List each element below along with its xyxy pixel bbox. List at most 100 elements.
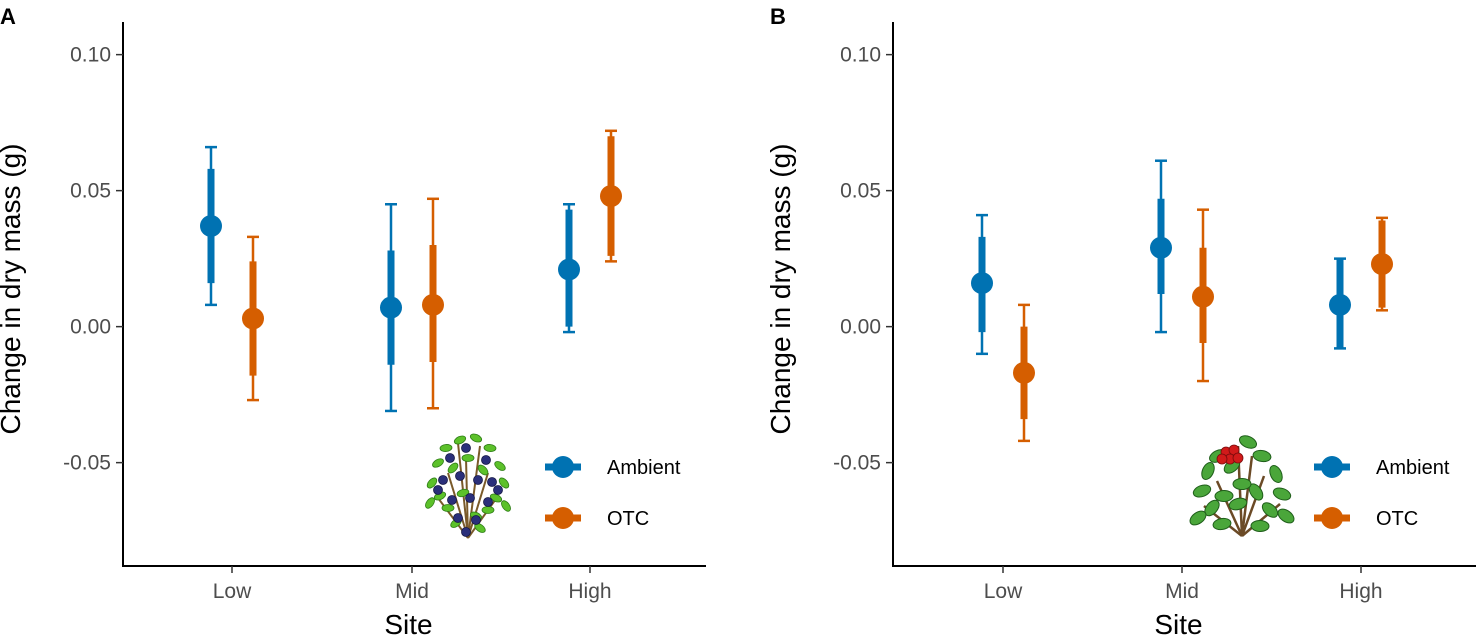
leaf [425,497,435,509]
y-axis-title: Change in dry mass (g) [765,143,796,434]
leaf [1192,484,1212,498]
leaf [1214,489,1234,503]
y-tick-label: -0.05 [63,452,111,475]
blueberry-plant-illustration [425,433,511,539]
berry [455,471,465,481]
x-tick-label: High [568,580,611,603]
y-tick-label: 0.05 [840,180,881,203]
leaf [441,504,455,512]
panel-a: A -0.05 0.00 0.05 0.10 Low Mid High Site Change i… [0,4,706,637]
plant-stem [467,472,489,539]
berry [453,513,463,523]
y-tick-label: 0.05 [70,180,111,203]
leaf [477,464,489,476]
leaf [1250,519,1270,533]
plant-stem [1240,455,1254,537]
panel-letter: A [0,4,16,29]
leaf [1189,510,1207,526]
berry [465,493,475,503]
leaf [453,435,467,445]
legend-key-point [1321,507,1343,529]
series-ambient [200,145,580,413]
leaf [481,506,495,514]
lingonberry-plant-illustration [1189,435,1295,537]
x-tick-label: Mid [1165,580,1199,603]
x-axis-title: Site [1154,609,1202,637]
legend: Ambient OTC [1314,456,1450,530]
panel-letter: B [770,4,786,29]
berry [483,497,493,507]
berry [447,495,457,505]
plant-stem [1240,475,1266,537]
plant-stem [447,472,469,539]
berry [481,455,491,465]
berry [438,475,448,485]
plant-stem [1215,480,1244,537]
leaf [1238,435,1258,449]
leaf [439,444,453,452]
legend-key-point [1321,456,1343,478]
data-point-mean [600,185,622,208]
data-point-mean [1192,285,1214,308]
data-point-mean [558,258,580,281]
plant-stem [467,445,481,539]
leaf [1269,464,1283,484]
data-point-mean [422,293,444,316]
x-tick-label: Low [213,580,252,603]
series-otc [242,129,622,410]
y-tick-label: 0.10 [840,44,881,67]
leaf [483,444,497,452]
berry [471,515,481,525]
data-point-mean [380,296,402,319]
x-tick-label: High [1339,580,1382,603]
berry [445,453,455,463]
leaf [1212,517,1232,531]
leaf [1252,449,1272,463]
y-tick-label: 0.00 [840,316,881,339]
berry [473,475,483,485]
y-tick-label: -0.05 [833,452,881,475]
leaf [1201,461,1215,481]
y-tick-label: 0.00 [70,316,111,339]
leaf [447,462,459,474]
data-point-mean [1371,253,1393,276]
leaf [494,461,506,471]
berry [487,477,497,487]
leaf [1228,497,1248,511]
data-point-mean [1329,293,1351,316]
leaf [469,433,483,443]
berry [1232,452,1244,464]
data-point-mean [200,215,222,237]
leaf [1277,508,1295,524]
leaf [501,500,511,512]
berry [461,527,471,537]
leaf [426,477,438,489]
berry [461,443,471,453]
legend-label: Ambient [607,457,681,479]
legend: Ambient OTC [545,456,681,530]
legend-label: Ambient [1376,457,1450,479]
leaf [498,477,510,489]
data-point-mean [242,307,264,330]
leaf [432,458,444,468]
x-tick-label: Mid [395,580,429,603]
leaf [1232,478,1252,490]
leaf [461,454,475,462]
series-ambient [971,159,1351,356]
data-point-mean [971,272,993,295]
leaf [456,488,470,498]
leaf [1261,502,1279,518]
leaf [1272,487,1292,501]
legend-label: OTC [1376,508,1418,530]
data-point-mean [1150,236,1172,259]
data-point-mean [1013,361,1035,384]
y-tick-label: 0.10 [70,44,111,67]
x-tick-label: Low [984,580,1023,603]
plant-stem [467,495,499,539]
x-axis-title: Site [384,609,432,637]
legend-label: OTC [607,508,649,530]
legend-key-point [552,456,574,478]
panel-b: B -0.05 0.00 0.05 0.10 Low Mid High Site Change i… [765,4,1476,637]
legend-key-point [552,507,574,529]
